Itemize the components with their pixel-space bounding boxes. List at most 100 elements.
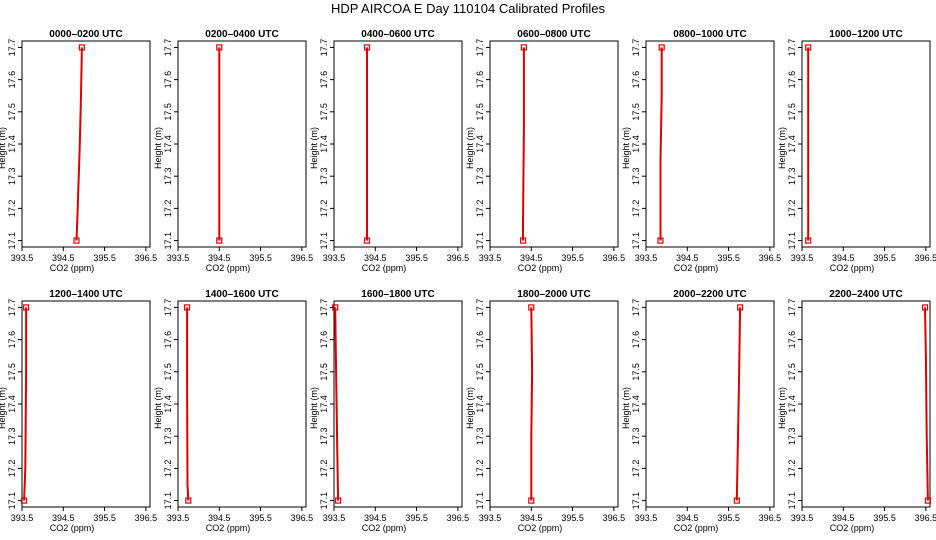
x-axis-label: CO2 (ppm) <box>518 523 563 533</box>
y-axis-label: Height (m) <box>621 127 631 169</box>
y-axis-label: Height (m) <box>621 387 631 429</box>
y-tick-label: 17.7 <box>319 299 329 317</box>
x-tick-label: 395.5 <box>405 253 428 263</box>
y-tick-label: 17.5 <box>787 363 797 381</box>
panel-title: 0000–0200 UTC <box>49 29 122 40</box>
y-tick-label: 17.7 <box>319 39 329 57</box>
y-tick-label: 17.2 <box>475 200 485 218</box>
plot-frame <box>801 300 931 508</box>
x-tick-label: 394.5 <box>52 513 75 523</box>
y-tick-label: 17.3 <box>7 167 17 185</box>
y-tick-label: 17.5 <box>7 363 17 381</box>
profile-endpoint-marker <box>216 44 223 51</box>
x-tick-label: 393.5 <box>791 253 814 263</box>
profile-endpoint-marker <box>733 497 740 504</box>
y-tick-label: 17.3 <box>631 427 641 445</box>
x-axis-label: CO2 (ppm) <box>50 523 95 533</box>
y-axis-label: Height (m) <box>465 127 475 169</box>
y-tick-label: 17.3 <box>475 427 485 445</box>
x-tick-label: 394.5 <box>832 253 855 263</box>
y-tick-label: 17.7 <box>7 39 17 57</box>
plot-frame <box>333 300 463 508</box>
y-tick-label: 17.5 <box>163 103 173 121</box>
plot-frame <box>645 40 775 248</box>
y-tick-label: 17.6 <box>631 71 641 89</box>
x-tick-label: 395.5 <box>93 513 116 523</box>
y-tick-label: 17.2 <box>7 460 17 478</box>
x-tick-label: 395.5 <box>249 513 272 523</box>
y-tick-label: 17.4 <box>631 395 641 413</box>
x-axis-label: CO2 (ppm) <box>830 263 875 273</box>
y-tick-label: 17.2 <box>631 460 641 478</box>
y-tick-label: 17.7 <box>631 39 641 57</box>
x-tick-label: 396.5 <box>291 253 314 263</box>
panel-title: 1200–1400 UTC <box>49 289 122 300</box>
figure-title: HDP AIRCOA E Day 110104 Calibrated Profi… <box>331 1 606 16</box>
y-tick-label: 17.5 <box>787 103 797 121</box>
profile-endpoint-marker <box>924 497 932 504</box>
y-tick-label: 17.3 <box>787 167 797 185</box>
x-tick-label: 394.5 <box>520 513 543 523</box>
x-tick-label: 394.5 <box>676 253 699 263</box>
profile-endpoint-marker <box>737 304 744 311</box>
profile-line <box>530 307 534 501</box>
plot-frame <box>645 300 775 508</box>
plot-frame <box>177 300 307 508</box>
x-tick-label: 396.5 <box>759 513 782 523</box>
panel-title: 1600–1800 UTC <box>361 289 434 300</box>
profile-endpoint-marker <box>520 44 527 51</box>
y-tick-label: 17.1 <box>475 232 485 250</box>
y-tick-label: 17.4 <box>163 395 173 413</box>
profile-endpoint-marker <box>921 304 929 311</box>
y-tick-label: 17.4 <box>475 135 485 153</box>
y-tick-label: 17.4 <box>319 395 329 413</box>
profile-endpoint-marker <box>73 237 80 244</box>
panel-title: 1000–1200 UTC <box>829 29 902 40</box>
y-tick-label: 17.1 <box>7 492 17 510</box>
x-tick-label: 396.5 <box>447 253 470 263</box>
x-axis-label: CO2 (ppm) <box>206 263 251 273</box>
x-axis-label: CO2 (ppm) <box>830 523 875 533</box>
panel-title: 0400–0600 UTC <box>361 29 434 40</box>
x-tick-label: 393.5 <box>11 253 34 263</box>
x-axis-label: CO2 (ppm) <box>674 263 719 273</box>
y-tick-label: 17.1 <box>475 492 485 510</box>
profile-panel: 2000–2200 UTC 393.5 394.5 395.5 396.5 17.1 17.… <box>621 289 781 533</box>
profile-panel: 1200–1400 UTC 393.5 394.5 395.5 396.5 17.1 17.… <box>0 289 157 533</box>
plot-frame <box>801 40 931 248</box>
profile-endpoint-marker <box>805 237 812 244</box>
y-tick-label: 17.6 <box>787 71 797 89</box>
y-tick-label: 17.5 <box>475 103 485 121</box>
y-tick-label: 17.4 <box>787 135 797 153</box>
y-tick-label: 17.2 <box>631 200 641 218</box>
profile-endpoint-marker <box>78 44 85 51</box>
y-tick-label: 17.3 <box>631 167 641 185</box>
profile-line <box>659 47 663 241</box>
y-tick-label: 17.2 <box>787 460 797 478</box>
profile-endpoint-marker <box>528 304 535 311</box>
profile-panel: 1400–1600 UTC 393.5 394.5 395.5 396.5 17.1 17.… <box>153 289 313 533</box>
x-tick-label: 395.5 <box>405 513 428 523</box>
profile-endpoint-marker <box>658 44 665 51</box>
y-tick-label: 17.6 <box>163 331 173 349</box>
y-tick-label: 17.1 <box>631 232 641 250</box>
y-tick-label: 17.2 <box>163 460 173 478</box>
profile-line <box>924 307 929 501</box>
x-tick-label: 395.5 <box>717 513 740 523</box>
x-tick-label: 394.5 <box>832 513 855 523</box>
panel-title: 2200–2400 UTC <box>829 289 902 300</box>
x-tick-label: 393.5 <box>635 253 658 263</box>
y-tick-label: 17.2 <box>319 460 329 478</box>
y-tick-label: 17.2 <box>7 200 17 218</box>
x-tick-label: 395.5 <box>561 513 584 523</box>
y-tick-label: 17.1 <box>787 232 797 250</box>
panel-title: 0800–1000 UTC <box>673 29 746 40</box>
y-tick-label: 17.3 <box>787 427 797 445</box>
x-tick-label: 393.5 <box>791 513 814 523</box>
y-tick-label: 17.6 <box>7 331 17 349</box>
profile-endpoint-marker <box>363 44 371 51</box>
x-tick-label: 393.5 <box>167 513 190 523</box>
x-tick-label: 394.5 <box>676 513 699 523</box>
profile-endpoint-marker <box>332 304 339 311</box>
x-axis-label: CO2 (ppm) <box>362 263 407 273</box>
